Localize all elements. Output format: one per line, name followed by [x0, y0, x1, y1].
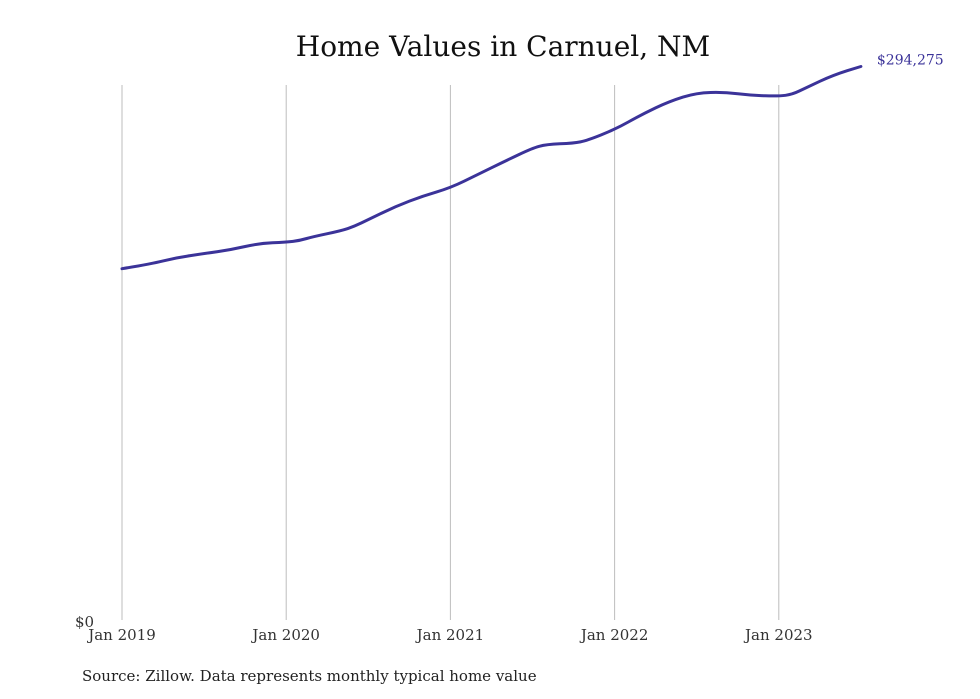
x-tick-label: Jan 2019 [86, 626, 156, 644]
x-tick-label: Jan 2021 [415, 626, 485, 644]
x-tick-label: Jan 2022 [579, 626, 649, 644]
source-note: Source: Zillow. Data represents monthly … [82, 667, 537, 685]
x-tick-label: Jan 2023 [743, 626, 813, 644]
x-tick-label: Jan 2020 [250, 626, 320, 644]
chart-title: Home Values in Carnuel, NM [295, 30, 711, 63]
y-tick-label: $0 [75, 613, 94, 631]
series-line [120, 65, 863, 271]
end-value-label: $294,275 [877, 52, 944, 68]
